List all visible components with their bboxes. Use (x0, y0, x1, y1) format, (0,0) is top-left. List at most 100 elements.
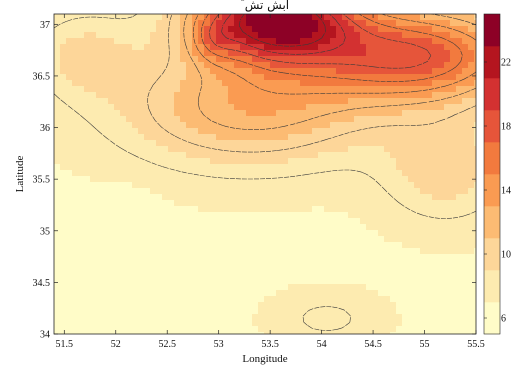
heat-cell (72, 236, 79, 243)
heat-cell (264, 134, 271, 141)
heat-cell (384, 332, 391, 334)
heat-cell (180, 14, 187, 21)
heat-cell (276, 86, 283, 93)
heat-cell (216, 38, 223, 45)
heat-cell (78, 164, 85, 171)
heat-cell (210, 86, 217, 93)
heat-cell (246, 332, 253, 334)
heat-cell (384, 14, 391, 21)
heat-cell (174, 218, 181, 225)
heat-cell (282, 326, 289, 333)
heat-cell (396, 146, 403, 153)
heat-cell (216, 74, 223, 81)
heat-cell (174, 80, 181, 87)
heat-cell (168, 164, 175, 171)
heat-cell (96, 92, 103, 99)
heat-cell (72, 62, 79, 69)
heat-cell (252, 74, 259, 81)
heat-cell (222, 326, 229, 333)
heat-cell (474, 194, 476, 201)
heat-cell (258, 326, 265, 333)
heat-cell (372, 158, 379, 165)
heat-cell (318, 32, 325, 39)
heat-cell (408, 284, 415, 291)
heat-cell (378, 164, 385, 171)
heat-cell (360, 38, 367, 45)
heat-cell (348, 26, 355, 33)
heat-cell (216, 218, 223, 225)
heat-cell (72, 182, 79, 189)
heat-cell (54, 134, 61, 141)
heat-cell (342, 104, 349, 111)
heat-cell (360, 194, 367, 201)
heat-cell (336, 122, 343, 129)
heat-cell (444, 284, 451, 291)
heat-cell (60, 62, 67, 69)
heat-cell (360, 326, 367, 333)
heat-cell (228, 254, 235, 261)
heat-cell (372, 188, 379, 195)
heat-cell (174, 164, 181, 171)
heat-cell (186, 20, 193, 27)
heat-cell (138, 236, 145, 243)
heat-cell (192, 152, 199, 159)
heat-cell (186, 326, 193, 333)
heat-cell (258, 188, 265, 195)
heat-cell (450, 236, 457, 243)
heat-cell (270, 92, 277, 99)
heat-cell (342, 158, 349, 165)
y-tick-label: 37 (40, 20, 50, 31)
heat-cell (138, 128, 145, 135)
heat-cell (390, 74, 397, 81)
heat-cell (114, 314, 121, 321)
heat-cell (234, 74, 241, 81)
heat-cell (66, 32, 73, 39)
heat-cell (276, 194, 283, 201)
heat-cell (336, 128, 343, 135)
heat-cell (156, 32, 163, 39)
heat-cell (126, 218, 133, 225)
heat-cell (84, 98, 91, 105)
heat-cell (438, 98, 445, 105)
heat-cell (306, 188, 313, 195)
heat-cell (138, 278, 145, 285)
heat-cell (318, 38, 325, 45)
heat-cell (336, 230, 343, 237)
heat-cell (138, 62, 145, 69)
heat-cell (420, 242, 427, 249)
heat-cell (408, 104, 415, 111)
heat-cell (396, 224, 403, 231)
heat-cell (162, 260, 169, 267)
heat-cell (420, 254, 427, 261)
heat-cell (324, 290, 331, 297)
heat-cell (126, 140, 133, 147)
heat-cell (96, 128, 103, 135)
heat-cell (318, 122, 325, 129)
heat-cell (468, 296, 475, 303)
heat-cell (234, 320, 241, 327)
heat-cell (132, 80, 139, 87)
heat-cell (168, 128, 175, 135)
heat-cell (456, 182, 463, 189)
heat-cell (306, 218, 313, 225)
heat-cell (204, 44, 211, 51)
heat-cell (156, 158, 163, 165)
heat-cell (276, 266, 283, 273)
heat-cell (162, 110, 169, 117)
heat-cell (462, 20, 469, 27)
heat-cell (390, 260, 397, 267)
heat-cell (438, 326, 445, 333)
heat-cell (138, 122, 145, 129)
heat-cell (288, 218, 295, 225)
heat-cell (90, 170, 97, 177)
heat-cell (420, 200, 427, 207)
heat-cell (402, 86, 409, 93)
heat-cell (336, 308, 343, 315)
heat-cell (90, 314, 97, 321)
heat-cell (84, 284, 91, 291)
heat-cell (276, 176, 283, 183)
heat-cell (288, 182, 295, 189)
heat-cell (246, 122, 253, 129)
heat-cell (432, 104, 439, 111)
heat-cell (210, 92, 217, 99)
